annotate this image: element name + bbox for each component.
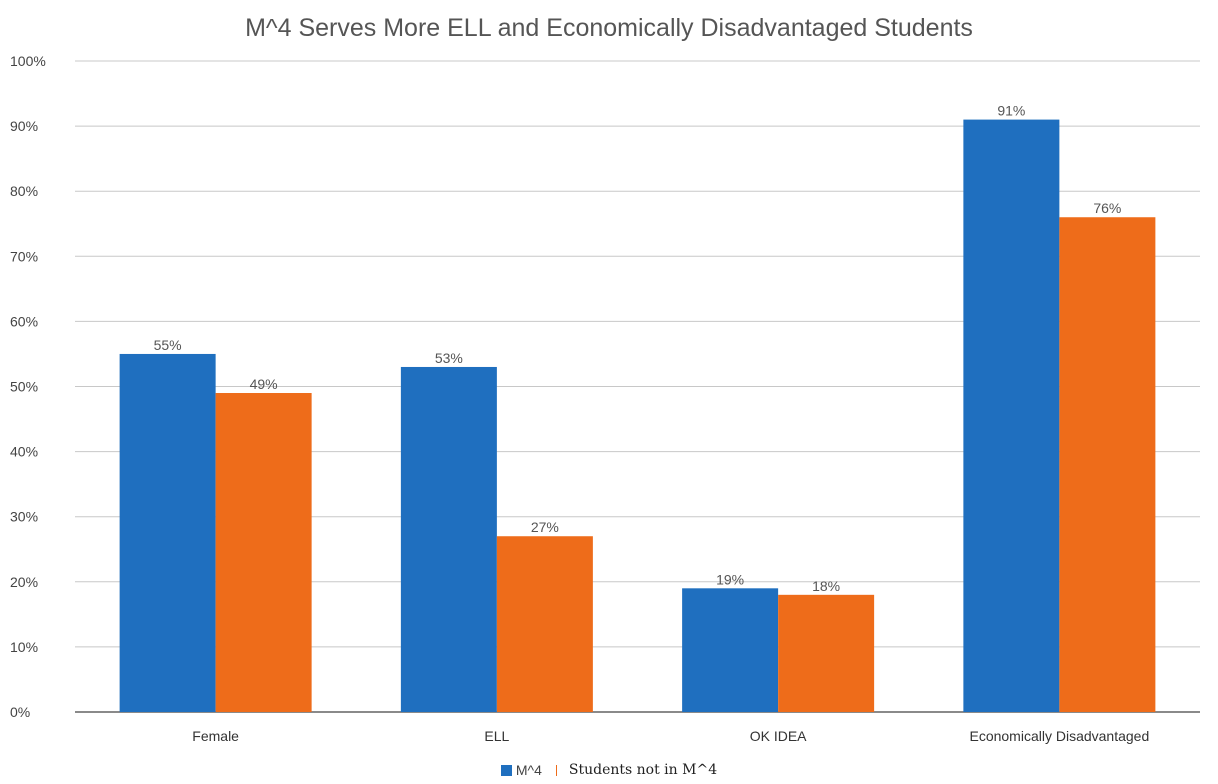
x-tick-label: Female bbox=[192, 728, 239, 744]
data-label: 49% bbox=[250, 376, 278, 392]
y-tick-label: 20% bbox=[10, 574, 38, 590]
legend-swatch-m4 bbox=[500, 764, 512, 776]
bar bbox=[496, 536, 593, 712]
data-label: 53% bbox=[435, 350, 463, 366]
bar bbox=[778, 594, 875, 712]
y-tick-label: 30% bbox=[10, 509, 38, 525]
y-tick-label: 80% bbox=[10, 183, 38, 199]
data-label: 76% bbox=[1093, 200, 1121, 216]
y-tick-label: 10% bbox=[10, 639, 38, 655]
bar bbox=[682, 588, 779, 712]
x-tick-label: OK IDEA bbox=[750, 728, 807, 744]
bar bbox=[963, 119, 1060, 713]
legend-item-not-m4: Students not in M^4 bbox=[569, 762, 717, 778]
data-label: 55% bbox=[154, 337, 182, 353]
y-tick-label: 100% bbox=[10, 53, 46, 69]
bar bbox=[400, 366, 497, 712]
y-tick-label: 70% bbox=[10, 248, 38, 264]
y-tick-label: 60% bbox=[10, 313, 38, 329]
x-tick-label: Economically Disadvantaged bbox=[969, 728, 1149, 744]
bar bbox=[1059, 217, 1156, 713]
legend-swatch-not-m4 bbox=[555, 764, 557, 776]
bar bbox=[215, 393, 312, 712]
y-tick-label: 0% bbox=[10, 704, 30, 720]
data-label: 91% bbox=[997, 103, 1025, 119]
bar bbox=[119, 353, 216, 712]
y-tick-label: 40% bbox=[10, 444, 38, 460]
y-tick-label: 90% bbox=[10, 118, 38, 134]
x-tick-label: ELL bbox=[484, 728, 509, 744]
data-label: 27% bbox=[531, 519, 559, 535]
data-label: 18% bbox=[812, 578, 840, 594]
legend-label-m4: M^4 bbox=[515, 762, 542, 778]
chart-title: M^4 Serves More ELL and Economically Dis… bbox=[245, 14, 973, 42]
y-tick-label: 50% bbox=[10, 379, 38, 395]
legend-label-not-m4: Students not in M^4 bbox=[568, 762, 718, 778]
legend-item-m4: M^4 bbox=[500, 762, 542, 778]
data-label: 19% bbox=[716, 571, 744, 587]
legend: M^4 Students not in M^4 bbox=[0, 762, 1218, 778]
